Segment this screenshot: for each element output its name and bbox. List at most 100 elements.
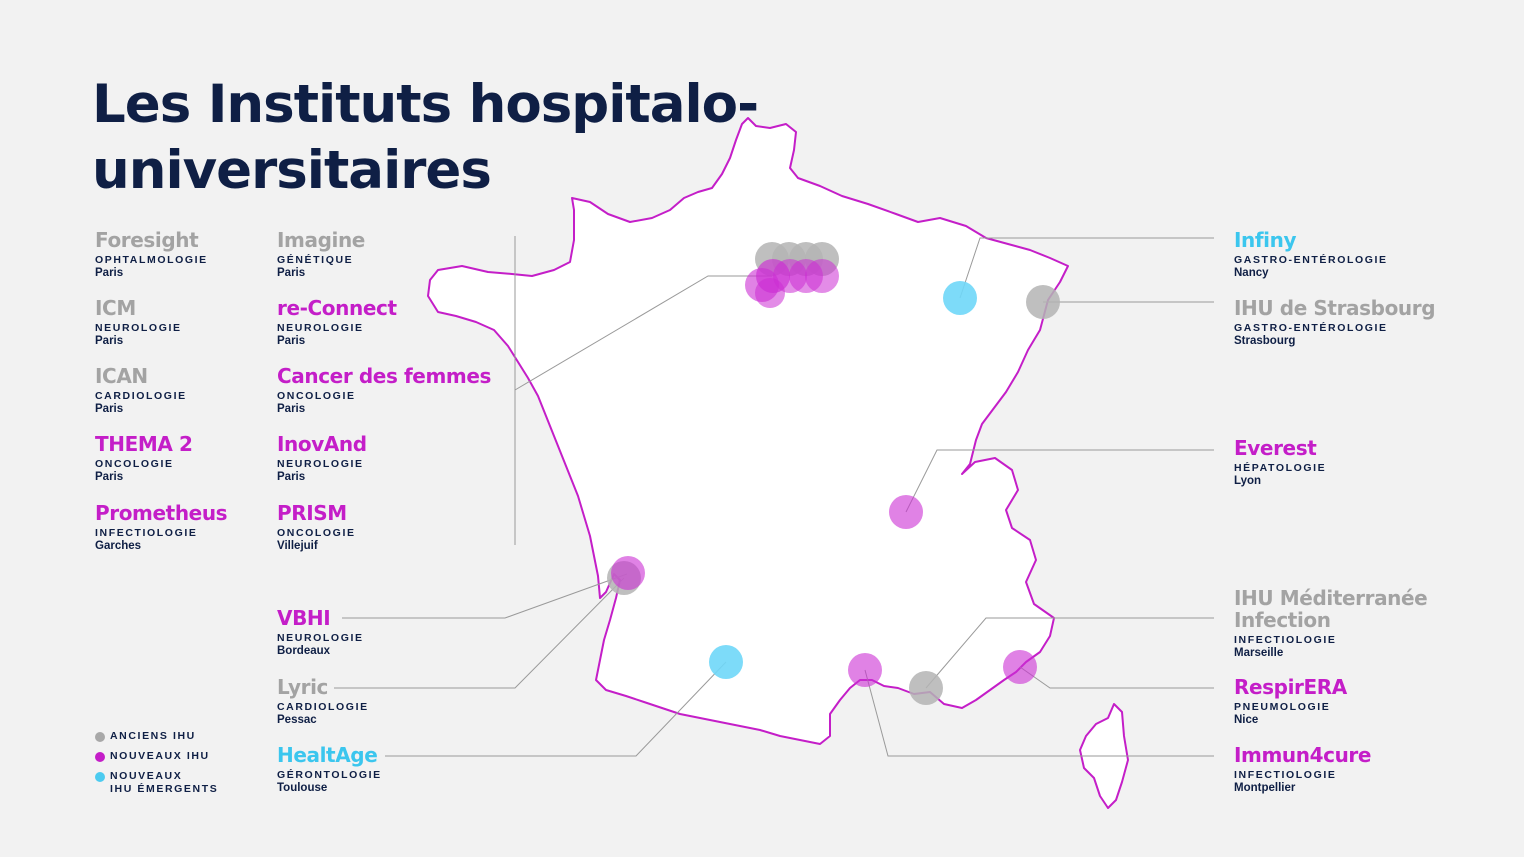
ihu-label-lyric: Lyric CARDIOLOGIE Pessac [277, 676, 369, 727]
ihu-marker-new[interactable] [805, 259, 839, 293]
legend-item-new: NOUVEAUX IHU [95, 750, 218, 763]
ihu-label-everest: Everest HÉPATOLOGIE Lyon [1234, 437, 1326, 488]
ihu-name: VBHI [277, 606, 331, 630]
ihu-name: Infiny [1234, 228, 1297, 252]
ihu-city: Paris [95, 335, 124, 347]
ihu-name: Foresight [95, 228, 199, 252]
ihu-name: InovAnd [277, 432, 367, 456]
ihu-city: Paris [277, 267, 306, 279]
legend-label: NOUVEAUX IHU [110, 750, 210, 762]
ihu-marker-strasbourg[interactable] [1026, 285, 1060, 319]
title-line-1: Les Instituts hospitalo- [92, 74, 759, 135]
ihu-name: Prometheus [95, 501, 228, 525]
ihu-specialty: NEUROLOGIE [277, 632, 364, 644]
ihu-label-ican: ICAN CARDIOLOGIE Paris [95, 365, 187, 416]
ihu-name: THEMA 2 [95, 432, 193, 456]
ihu-label-vbhi: VBHI NEUROLOGIE Bordeaux [277, 607, 364, 658]
ihu-name: HealtAge [277, 743, 378, 767]
ihu-city: Montpellier [1234, 782, 1296, 794]
paris-cluster [745, 242, 839, 308]
ihu-specialty: PNEUMOLOGIE [1234, 701, 1331, 713]
ihu-name: Everest [1234, 436, 1317, 460]
ihu-marker-healtage[interactable] [709, 645, 743, 679]
ihu-specialty: CARDIOLOGIE [277, 701, 369, 713]
title-line-2: universitaires [92, 140, 492, 201]
ihu-specialty: ONCOLOGIE [95, 458, 174, 470]
ihu-specialty: NEUROLOGIE [277, 322, 364, 334]
ihu-name: re-Connect [277, 296, 397, 320]
ihu-label-prometheus: Prometheus INFECTIOLOGIE Garches [95, 501, 228, 553]
ihu-label-infiny: Infiny GASTRO-ENTÉROLOGIE Nancy [1234, 229, 1388, 280]
ihu-name: Imagine [277, 228, 365, 252]
ihu-city: Bordeaux [277, 645, 331, 657]
immun4cure-leader-line [864, 669, 1214, 757]
infiny-leader-line [959, 237, 1214, 299]
ihu-name-line-2: Infection [1234, 608, 1331, 632]
ihu-specialty: CARDIOLOGIE [95, 390, 187, 402]
legend-item-old: ANCIENS IHU [95, 730, 218, 743]
legend-dot-icon [95, 732, 105, 742]
ihu-specialty: GASTRO-ENTÉROLOGIE [1234, 254, 1388, 266]
legend-label-line-2: IHU ÉMERGENTS [110, 783, 219, 795]
ihu-city: Garches [95, 540, 142, 552]
ihu-city: Paris [277, 471, 306, 483]
ihu-name: RespirERA [1234, 675, 1347, 699]
ihu-label-foresight: Foresight OPHTALMOLOGIE Paris [95, 229, 208, 280]
ihu-city: Paris [95, 403, 124, 415]
ihu-marker-respirera[interactable] [1003, 650, 1037, 684]
ihu-marker-new[interactable] [755, 278, 785, 308]
legend-dot-icon [95, 772, 105, 782]
ihu-specialty: ONCOLOGIE [277, 527, 356, 539]
ihu-marker-immun4cure[interactable] [848, 653, 882, 687]
ihu-label-cancer-des-femmes: Cancer des femmes ONCOLOGIE Paris [277, 365, 491, 416]
legend-item-emerging: NOUVEAUX IHU ÉMERGENTS [95, 770, 218, 796]
ihu-label-strasbourg: IHU de Strasbourg GASTRO-ENTÉROLOGIE Str… [1234, 296, 1436, 348]
ihu-marker-mediterranee[interactable] [909, 671, 943, 705]
ihu-label-respirera: RespirERA PNEUMOLOGIE Nice [1234, 676, 1347, 727]
ihu-specialty: GASTRO-ENTÉROLOGIE [1234, 322, 1388, 334]
ihu-marker-vbhi[interactable] [611, 556, 645, 590]
map-legend: ANCIENS IHU NOUVEAUX IHU NOUVEAUX IHU ÉM… [95, 730, 218, 803]
ihu-label-immun4cure: Immun4cure INFECTIOLOGIE Montpellier [1234, 744, 1371, 795]
legend-label: NOUVEAUX [110, 770, 183, 782]
ihu-city: Nancy [1234, 267, 1269, 279]
ihu-city: Pessac [277, 714, 317, 726]
ihu-city: Lyon [1234, 475, 1262, 487]
ihu-city: Villejuif [277, 540, 318, 552]
ihu-name: Cancer des femmes [277, 364, 492, 388]
ihu-specialty: HÉPATOLOGIE [1234, 462, 1327, 474]
ihu-name: ICAN [95, 364, 148, 388]
ihu-specialty: GÉNÉTIQUE [277, 254, 354, 266]
ihu-city: Marseille [1234, 647, 1284, 659]
ihu-marker-everest[interactable] [889, 495, 923, 529]
ihu-name: PRISM [277, 501, 347, 525]
ihu-label-mediterranee: IHU Méditerranée Infection INFECTIOLOGIE… [1234, 586, 1428, 660]
ihu-city: Paris [95, 471, 124, 483]
ihu-name: ICM [95, 296, 136, 320]
ihu-label-inovand: InovAnd NEUROLOGIE Paris [277, 433, 367, 484]
ihu-city: Strasbourg [1234, 335, 1296, 347]
ihu-specialty: NEUROLOGIE [277, 458, 364, 470]
ihu-specialty: INFECTIOLOGIE [95, 527, 198, 539]
respirera-leader-line [1019, 666, 1214, 689]
ihu-label-healtage: HealtAge GÉRONTOLOGIE Toulouse [277, 744, 382, 795]
ihu-label-thema: THEMA 2 ONCOLOGIE Paris [95, 433, 193, 484]
ihu-name: Immun4cure [1234, 743, 1372, 767]
ihu-label-reconnect: re-Connect NEUROLOGIE Paris [277, 297, 397, 348]
ihu-specialty: NEUROLOGIE [95, 322, 182, 334]
legend-dot-icon [95, 752, 105, 762]
healtage-leader-line [385, 661, 727, 757]
ihu-label-imagine: Imagine GÉNÉTIQUE Paris [277, 229, 365, 280]
ihu-marker-infiny[interactable] [943, 281, 977, 315]
ihu-specialty: GÉRONTOLOGIE [277, 769, 382, 781]
page-title: Les Instituts hospitalo- universitaires [92, 72, 759, 204]
vbhi-leader-line [342, 573, 628, 619]
ihu-name: IHU de Strasbourg [1234, 296, 1436, 320]
everest-leader-line [905, 449, 1214, 513]
ihu-name: IHU Méditerranée [1234, 586, 1428, 610]
ihu-city: Toulouse [277, 782, 328, 794]
lyric-leader-line [334, 577, 625, 689]
ihu-specialty: INFECTIOLOGIE [1234, 634, 1337, 646]
legend-label: ANCIENS IHU [110, 730, 196, 742]
